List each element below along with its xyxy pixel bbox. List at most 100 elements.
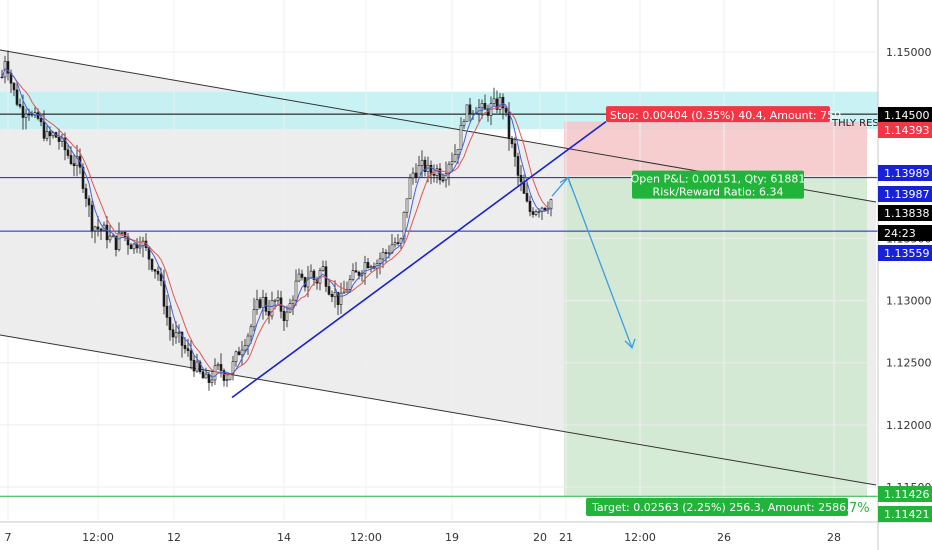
candle-body [60, 137, 64, 142]
candle-body [207, 373, 211, 383]
candle-body [531, 211, 535, 215]
pnl-label-box [632, 170, 804, 199]
candle-body [45, 131, 49, 139]
candle-body [24, 113, 28, 118]
y-tick-label: 1.15000 [886, 46, 932, 59]
candle-body [93, 226, 97, 232]
candle-body [282, 311, 286, 321]
target-label-box [586, 498, 848, 516]
candle-body [504, 107, 508, 113]
x-tick-label: 21 [559, 531, 573, 544]
moving-average-red [1, 68, 552, 376]
candle-body [498, 96, 502, 110]
candle-body [213, 365, 217, 381]
candle-body [270, 300, 274, 317]
candle-body [240, 349, 244, 356]
candle-body [501, 96, 505, 109]
candle-body [378, 258, 382, 264]
candle-body [258, 299, 262, 308]
x-tick-label: 12:00 [82, 531, 114, 544]
candle-body [309, 270, 313, 279]
candle-body [342, 291, 346, 294]
y-tick-label: 1.13000 [886, 295, 932, 308]
candle-body [111, 235, 115, 238]
candle-body [273, 300, 277, 302]
candle-body [513, 143, 517, 157]
price-tag [878, 506, 932, 522]
candle-body [357, 271, 361, 276]
candle-body [510, 138, 514, 145]
candle-body [483, 102, 487, 110]
channel-lower-line[interactable] [0, 334, 877, 486]
candle-body [225, 379, 229, 381]
candle-body [456, 149, 460, 155]
y-tick-label: 1.12500 [886, 357, 932, 370]
price-tag [878, 486, 932, 502]
candle-body [276, 297, 280, 301]
candle-body [363, 262, 367, 274]
stop-label: Stop: 0.00404 (0.35%) 40.4, Amount: 750 [610, 109, 841, 122]
candle-body [21, 105, 25, 118]
risk-reward-label: Risk/Reward Ratio: 6.34 [653, 186, 784, 199]
candle-body [333, 291, 337, 298]
candle-body [180, 331, 184, 346]
candle-body [201, 371, 205, 379]
candle-body [216, 364, 220, 367]
x-tick-label: 12:00 [350, 531, 382, 544]
candle-body [516, 156, 520, 176]
candle-body [174, 332, 178, 338]
pnl-label: Open P&L: 0.00151, Qty: 61881 [631, 173, 806, 186]
candle-body [204, 373, 208, 379]
uptrend-line[interactable] [231, 120, 607, 399]
candle-body [243, 345, 247, 351]
price-tag [878, 122, 932, 138]
candle-body [165, 305, 169, 318]
candle-body [327, 286, 331, 295]
candle-body [117, 232, 121, 250]
candle-body [183, 345, 187, 349]
candle-body [387, 252, 391, 255]
x-tick-label: 26 [717, 531, 731, 544]
price-tag-label: 1.13989 [884, 167, 930, 180]
candle-body [75, 156, 79, 166]
candle-body [348, 279, 352, 290]
candle-body [159, 273, 163, 282]
candle-body [246, 335, 250, 347]
x-tick-label: 14 [277, 531, 291, 544]
price-tag-label: 24:23 [884, 227, 916, 240]
candle-body [219, 364, 223, 371]
price-tag-label: 1.13987 [884, 188, 930, 201]
candle-body [291, 299, 295, 304]
candle-body [534, 211, 538, 215]
candle-body [84, 188, 88, 199]
candle-body [132, 243, 136, 250]
candle-body [396, 242, 400, 244]
x-tick-label: 12 [167, 531, 181, 544]
candle-body [66, 149, 70, 156]
candle-body [543, 207, 547, 211]
candle-body [321, 266, 325, 271]
price-tag [878, 165, 932, 181]
candle-body [15, 89, 19, 105]
candle-body [237, 351, 241, 356]
candle-body [462, 121, 466, 126]
candle-body [519, 175, 523, 183]
candle-body [495, 98, 499, 110]
candle-body [48, 131, 52, 137]
candle-body [234, 351, 238, 362]
candle-body [186, 348, 190, 351]
candle-body [96, 226, 100, 230]
candle-body [162, 280, 166, 307]
price-tags: 1.14500 1.14393 1.13989 1.13987 1.13838 24:23… [878, 107, 932, 522]
candle-body [480, 102, 484, 109]
candle-body [471, 112, 475, 115]
candle-body [210, 379, 214, 383]
candle-body [87, 198, 91, 206]
candle-body [255, 299, 259, 311]
candle-body [297, 273, 301, 282]
candle-body [72, 163, 76, 166]
moving-average-blue [1, 68, 552, 378]
y-tick-label: 1.12000 [886, 419, 932, 432]
price-tag [878, 186, 932, 202]
